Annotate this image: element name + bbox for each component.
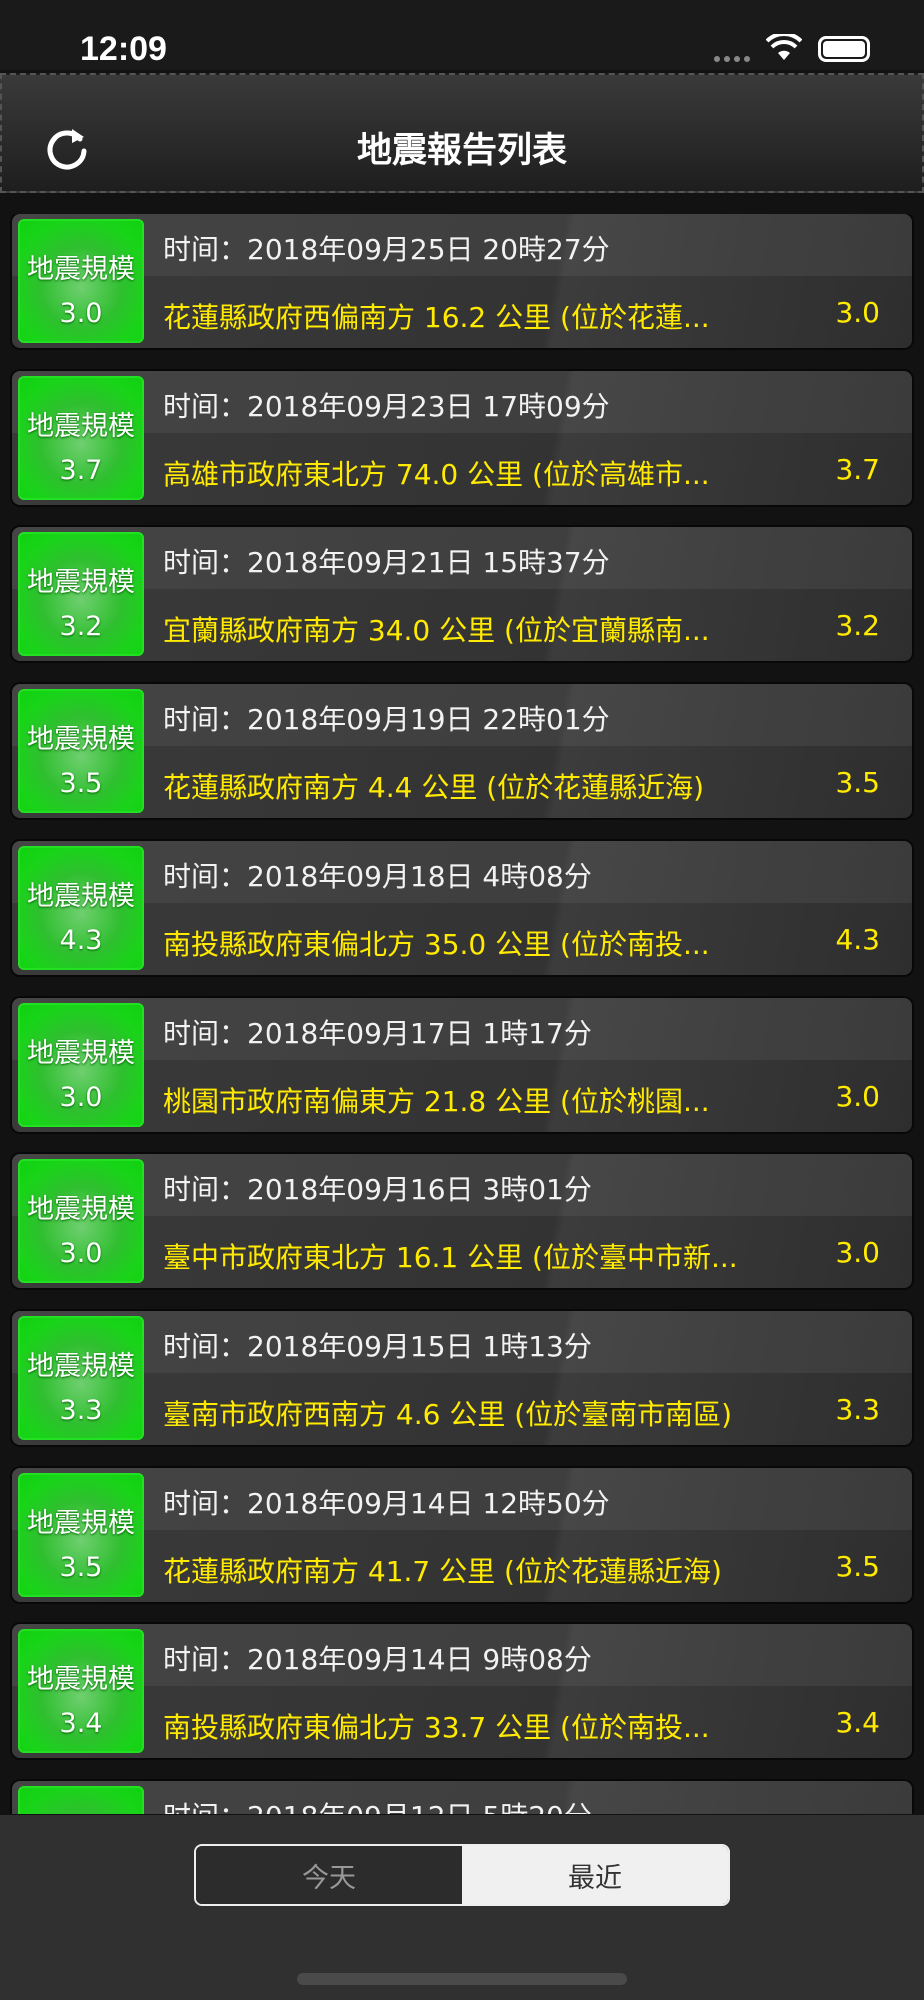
magnitude-badge: 地震規模 3.0 [18,219,144,343]
magnitude-badge: 地震規模 3.2 [18,532,144,657]
report-row[interactable]: 地震規模 时间：2018年09月12日 5時20分 [12,1781,912,1814]
report-row[interactable]: 地震規模 3.5 时间：2018年09月14日 12時50分 花蓮縣政府南方 41… [12,1467,912,1602]
badge-value: 3.0 [59,298,103,329]
badge-label: 地震規模 [27,1037,135,1069]
magnitude-badge: 地震規模 3.0 [18,1002,144,1127]
report-time: 时间：2018年09月15日 1時13分 [163,1329,592,1363]
report-row[interactable]: 地震規模 3.3 时间：2018年09月15日 1時13分 臺南市政府西南方 4.… [12,1310,912,1445]
magnitude-badge: 地震規模 3.7 [18,375,144,500]
badge-label: 地震規模 [27,880,135,912]
report-time: 时间：2018年09月25日 20時27分 [163,233,610,266]
page-title: 地震報告列表 [356,131,567,171]
badge-value: 3.5 [59,1551,103,1583]
badge-label: 地震規模 [27,1350,135,1382]
row-highlight [12,1624,912,1687]
badge-label: 地震規模 [27,410,135,442]
report-magnitude: 3.5 [835,766,880,800]
report-time: 时间：2018年09月18日 4時08分 [163,859,592,893]
segment-recent[interactable]: 最近 [462,1846,728,1904]
magnitude-badge: 地震規模 3.0 [18,1159,144,1284]
badge-label: 地震規模 [27,254,135,285]
row-highlight [12,684,912,747]
badge-label: 地震規模 [27,1194,135,1226]
report-magnitude: 3.3 [835,1392,880,1426]
report-location: 花蓮縣政府南方 41.7 公里 (位於花蓮縣近海) [163,1554,722,1588]
badge-value: 3.5 [59,768,103,800]
nav-bar [0,73,924,193]
report-list[interactable]: 地震規模 3.0 时间：2018年09月25日 20時27分 花蓮縣政府西偏南方 … [0,214,924,1814]
badge-label: 地震規模 [27,724,135,756]
magnitude-badge: 地震規模 3.5 [18,1472,144,1597]
badge-value: 4.3 [59,924,103,956]
report-magnitude: 3.7 [835,452,880,486]
row-highlight [12,527,912,590]
badge-value: 3.3 [59,1394,103,1426]
magnitude-badge: 地震規模 3.4 [18,1629,144,1754]
badge-value: 3.7 [59,454,103,486]
report-location: 南投縣政府東偏北方 35.0 公里 (位於南投... [163,927,710,961]
report-magnitude: 3.2 [835,609,880,643]
report-time: 时间：2018年09月23日 17時09分 [163,389,610,423]
row-highlight [12,1310,912,1373]
report-row[interactable]: 地震規模 3.0 时间：2018年09月25日 20時27分 花蓮縣政府西偏南方 … [12,214,912,348]
magnitude-badge: 地震規模 [18,1786,144,1814]
badge-value: 3.0 [59,1238,103,1270]
badge-label: 地震規模 [27,1507,135,1539]
magnitude-badge: 地震規模 3.5 [18,689,144,814]
magnitude-badge: 地震規模 3.3 [18,1315,144,1440]
home-indicator [297,1973,627,1985]
report-location: 高雄市政府東北方 74.0 公里 (位於高雄市... [163,457,710,491]
report-time: 时间：2018年09月16日 3時01分 [163,1173,592,1207]
report-location: 臺南市政府西南方 4.6 公里 (位於臺南市南區) [163,1397,733,1431]
row-highlight [12,1154,912,1217]
row-highlight [12,1781,912,1814]
report-row[interactable]: 地震規模 3.2 时间：2018年09月21日 15時37分 宜蘭縣政府南方 34… [12,527,912,662]
report-time: 时间：2018年09月21日 15時37分 [163,546,610,580]
row-highlight [12,214,912,276]
clock: 12:09 [80,30,167,68]
report-row[interactable]: 地震規模 4.3 时间：2018年09月18日 4時08分 南投縣政府東偏北方 3… [12,840,912,975]
report-location: 桃園市政府南偏東方 21.8 公里 (位於桃園... [163,1084,710,1118]
report-time: 时间：2018年09月19日 22時01分 [163,703,610,737]
badge-value: 3.4 [59,1708,103,1740]
report-location: 南投縣政府東偏北方 33.7 公里 (位於南投... [163,1711,710,1745]
badge-label: 地震規模 [27,1664,135,1696]
report-magnitude: 3.0 [835,296,880,329]
report-time: 时间：2018年09月12日 5時20分 [163,1795,592,1814]
wifi-icon [766,34,802,60]
report-row[interactable]: 地震規模 3.4 时间：2018年09月14日 9時08分 南投縣政府東偏北方 3… [12,1624,912,1759]
badge-value: 3.2 [59,611,103,643]
segmented-control[interactable]: 今天 最近 [194,1844,730,1906]
report-row[interactable]: 地震規模 3.0 时间：2018年09月16日 3時01分 臺中市政府東北方 16… [12,1154,912,1289]
magnitude-badge: 地震規模 4.3 [18,845,144,970]
report-magnitude: 3.5 [835,1549,880,1583]
badge-value: 3.0 [59,1081,103,1113]
refresh-icon[interactable] [42,123,92,173]
report-location: 臺中市政府東北方 16.1 公里 (位於臺中市新... [163,1241,738,1275]
report-row[interactable]: 地震規模 3.0 时间：2018年09月17日 1時17分 桃園市政府南偏東方 2… [12,997,912,1132]
report-row[interactable]: 地震規模 3.5 时间：2018年09月19日 22時01分 花蓮縣政府南方 4.… [12,684,912,819]
report-location: 花蓮縣政府西偏南方 16.2 公里 (位於花蓮... [163,301,710,334]
report-location: 宜蘭縣政府南方 34.0 公里 (位於宜蘭縣南... [163,614,710,648]
report-magnitude: 3.4 [835,1706,880,1740]
status-bar: 12:09 [0,0,924,70]
report-time: 时间：2018年09月14日 12時50分 [163,1486,610,1520]
report-magnitude: 4.3 [835,922,880,956]
report-magnitude: 3.0 [835,1236,880,1270]
row-highlight [12,997,912,1060]
row-highlight [12,1467,912,1530]
battery-icon [818,36,870,62]
row-highlight [12,840,912,903]
report-time: 时间：2018年09月14日 9時08分 [163,1643,592,1677]
bottom-bar: 今天 最近 [0,1815,924,2000]
badge-label: 地震規模 [27,567,135,599]
report-time: 时间：2018年09月17日 1時17分 [163,1016,592,1050]
report-row[interactable]: 地震規模 3.7 时间：2018年09月23日 17時09分 高雄市政府東北方 7… [12,370,912,505]
report-location: 花蓮縣政府南方 4.4 公里 (位於花蓮縣近海) [163,771,705,805]
segment-today[interactable]: 今天 [196,1846,462,1904]
row-highlight [12,370,912,433]
signal-icon [714,56,750,62]
report-magnitude: 3.0 [835,1079,880,1113]
